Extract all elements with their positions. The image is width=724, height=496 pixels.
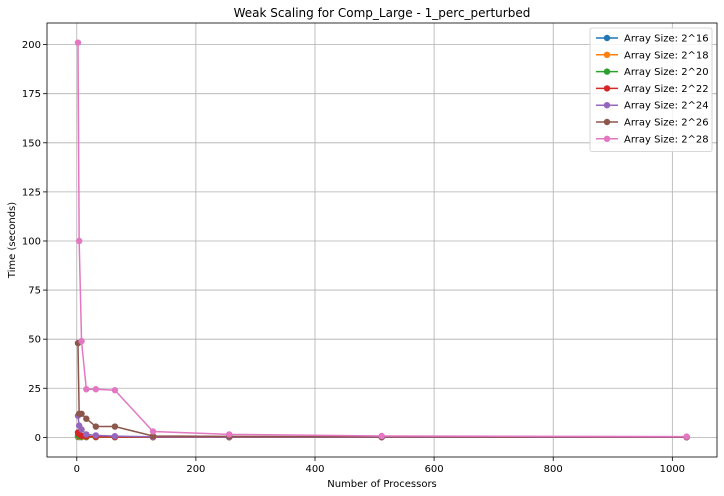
legend-marker [603,51,611,58]
data-point [149,428,157,435]
legend-marker [603,102,611,109]
legend-item: Array Size: 2^20 [596,67,709,78]
legend-marker [603,34,611,42]
data-point [92,386,100,393]
legend-marker [603,135,611,142]
series-line [77,42,687,438]
series-7 [74,39,690,440]
x-axis-title: Number of Processors [327,479,437,490]
data-point [78,426,85,433]
legend-marker [603,85,611,92]
data-point [78,337,85,345]
y-tick-label: 150 [22,138,41,149]
legend-label: Array Size: 2^20 [624,67,709,78]
legend-item: Array Size: 2^24 [596,101,709,112]
legend: Array Size: 2^16 Array Size: 2^18 Array Si… [589,27,713,152]
x-tick-label: 600 [425,464,444,475]
data-point [111,432,119,440]
legend-box [589,27,713,152]
legend-marker [603,118,611,126]
legend-item: Array Size: 2^18 [596,50,709,61]
data-point [75,237,83,245]
ticks: 0 200 400 600 800 1000 0 25 50 75 100 125 150 175 200 [22,40,685,475]
data-point [83,415,90,422]
data-point [83,431,90,438]
x-tick-label: 200 [186,464,205,475]
data-point [378,432,385,440]
x-tick-label: 800 [544,464,563,475]
legend-label: Array Size: 2^24 [624,101,709,112]
y-axis-title: Time (seconds) [7,202,18,279]
plot-frame [46,22,718,458]
legend-label: Array Size: 2^22 [624,84,709,95]
data-point [78,410,85,417]
data-point [149,432,157,440]
y-tick-label: 75 [28,286,41,297]
y-tick-label: 125 [22,187,41,198]
legend-label: Array Size: 2^28 [624,134,709,145]
legend-item: Array Size: 2^26 [596,118,709,129]
data-point [111,423,119,430]
data-point [92,432,100,439]
legend-label: Array Size: 2^16 [624,34,709,45]
legend-label: Array Size: 2^18 [624,50,709,61]
data-point [74,39,82,46]
legend-marker [603,68,611,75]
y-tick-label: 50 [28,335,41,346]
data-point [111,387,119,394]
data-point [92,423,100,430]
y-tick-label: 175 [22,89,41,100]
data-point [83,386,90,393]
chart-title: Weak Scaling for Comp_Large - 1_perc_per… [234,6,531,20]
x-tick-label: 1000 [660,464,685,475]
legend-label: Array Size: 2^26 [624,118,709,129]
y-tick-label: 25 [28,384,41,395]
y-tick-label: 200 [22,40,41,51]
data-point [226,431,233,438]
legend-item: Array Size: 2^22 [596,84,709,95]
x-tick-label: 0 [74,464,80,475]
y-tick-label: 100 [22,236,41,247]
data-point [683,433,690,440]
y-tick-label: 0 [35,433,41,444]
legend-item: Array Size: 2^16 [596,34,709,45]
series-layer [74,39,690,441]
x-tick-label: 400 [305,464,324,475]
legend-item: Array Size: 2^28 [596,134,709,145]
grid [47,23,717,457]
